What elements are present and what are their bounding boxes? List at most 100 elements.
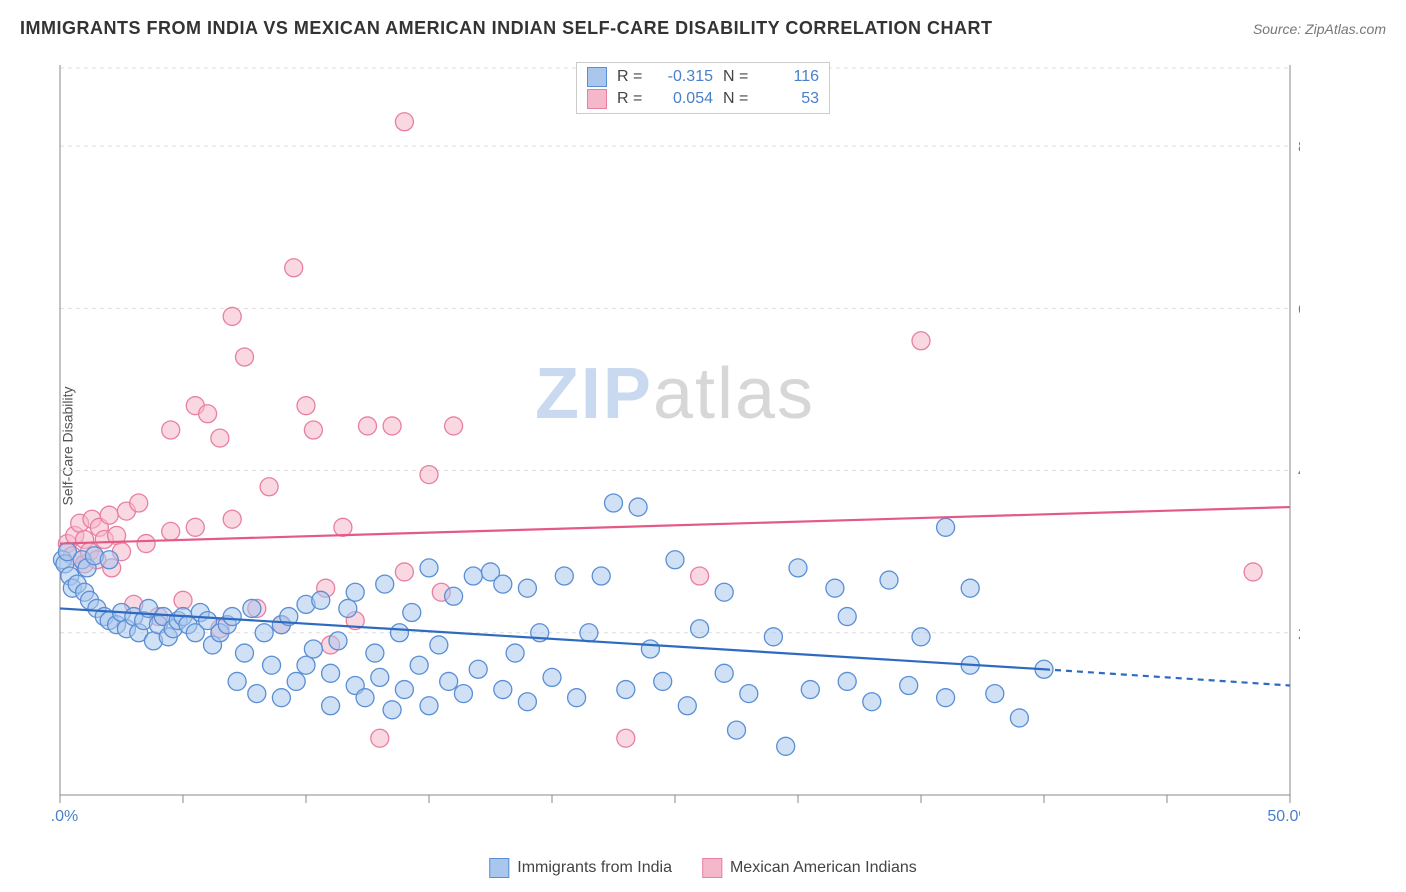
scatter-point bbox=[199, 405, 217, 423]
scatter-point bbox=[469, 660, 487, 678]
scatter-point bbox=[248, 685, 266, 703]
scatter-point bbox=[236, 348, 254, 366]
r-label: R = bbox=[617, 68, 651, 86]
scatter-point bbox=[986, 685, 1004, 703]
scatter-point bbox=[312, 591, 330, 609]
n-label: N = bbox=[723, 68, 757, 86]
scatter-point bbox=[666, 551, 684, 569]
scatter-point bbox=[420, 559, 438, 577]
scatter-point bbox=[346, 583, 364, 601]
r-label: R = bbox=[617, 90, 651, 108]
scatter-point bbox=[383, 417, 401, 435]
scatter-point bbox=[236, 644, 254, 662]
scatter-point bbox=[174, 591, 192, 609]
scatter-point bbox=[383, 701, 401, 719]
scatter-point bbox=[403, 604, 421, 622]
scatter-point bbox=[223, 510, 241, 528]
scatter-point bbox=[243, 599, 261, 617]
scatter-point bbox=[789, 559, 807, 577]
scatter-point bbox=[228, 672, 246, 690]
scatter-point bbox=[366, 644, 384, 662]
svg-text:6.0%: 6.0% bbox=[1298, 301, 1300, 318]
scatter-point bbox=[454, 685, 472, 703]
chart-title: IMMIGRANTS FROM INDIA VS MEXICAN AMERICA… bbox=[20, 18, 993, 39]
scatter-point bbox=[339, 599, 357, 617]
scatter-point bbox=[580, 624, 598, 642]
legend-swatch bbox=[489, 858, 509, 878]
legend-item: Immigrants from India bbox=[489, 858, 672, 878]
scatter-point bbox=[410, 656, 428, 674]
legend-label: Immigrants from India bbox=[517, 859, 672, 877]
r-value: -0.315 bbox=[661, 68, 713, 86]
svg-text:2.0%: 2.0% bbox=[1298, 626, 1300, 643]
scatter-point bbox=[287, 672, 305, 690]
scatter-point bbox=[691, 620, 709, 638]
scatter-point bbox=[912, 332, 930, 350]
scatter-point bbox=[617, 681, 635, 699]
scatter-point bbox=[390, 624, 408, 642]
scatter-point bbox=[263, 656, 281, 674]
scatter-point bbox=[100, 506, 118, 524]
scatter-point bbox=[464, 567, 482, 585]
n-label: N = bbox=[723, 90, 757, 108]
scatter-point bbox=[826, 579, 844, 597]
n-value: 53 bbox=[767, 90, 819, 108]
legend-row: R = -0.315 N = 116 bbox=[587, 67, 819, 87]
scatter-point bbox=[838, 672, 856, 690]
scatter-point bbox=[371, 668, 389, 686]
scatter-point bbox=[440, 672, 458, 690]
scatter-point bbox=[255, 624, 273, 642]
scatter-point bbox=[838, 608, 856, 626]
trend-line-dashed bbox=[1044, 669, 1290, 685]
legend-label: Mexican American Indians bbox=[730, 859, 917, 877]
legend-swatch bbox=[587, 67, 607, 87]
scatter-point bbox=[568, 689, 586, 707]
svg-text:0.0%: 0.0% bbox=[50, 808, 78, 825]
scatter-point bbox=[543, 668, 561, 686]
scatter-point bbox=[304, 640, 322, 658]
scatter-point bbox=[764, 628, 782, 646]
svg-text:4.0%: 4.0% bbox=[1298, 464, 1300, 481]
scatter-point bbox=[334, 518, 352, 536]
scatter-point bbox=[555, 567, 573, 585]
scatter-point bbox=[137, 535, 155, 553]
scatter-point bbox=[272, 689, 290, 707]
scatter-point bbox=[1010, 709, 1028, 727]
plot-area: 2.0%4.0%6.0%8.0%0.0%50.0% ZIPatlas bbox=[50, 55, 1300, 825]
series-legend: Immigrants from India Mexican American In… bbox=[489, 858, 916, 878]
scatter-point bbox=[304, 421, 322, 439]
scatter-point bbox=[937, 689, 955, 707]
scatter-point bbox=[777, 737, 795, 755]
scatter-point bbox=[863, 693, 881, 711]
scatter-point bbox=[691, 567, 709, 585]
scatter-point bbox=[285, 259, 303, 277]
scatter-point bbox=[162, 421, 180, 439]
scatter-point bbox=[629, 498, 647, 516]
scatter-point bbox=[506, 644, 524, 662]
scatter-point bbox=[728, 721, 746, 739]
scatter-point bbox=[445, 417, 463, 435]
scatter-point bbox=[715, 583, 733, 601]
scatter-point bbox=[223, 307, 241, 325]
scatter-point bbox=[420, 466, 438, 484]
svg-text:50.0%: 50.0% bbox=[1267, 808, 1300, 825]
scatter-point bbox=[494, 575, 512, 593]
scatter-point bbox=[322, 664, 340, 682]
source-label: Source: ZipAtlas.com bbox=[1253, 21, 1386, 37]
scatter-point bbox=[605, 494, 623, 512]
legend-row: R =0.054N =53 bbox=[587, 89, 819, 109]
scatter-point bbox=[371, 729, 389, 747]
scatter-point bbox=[211, 429, 229, 447]
n-value: 116 bbox=[767, 68, 819, 86]
scatter-point bbox=[1244, 563, 1262, 581]
scatter-point bbox=[186, 518, 204, 536]
scatter-point bbox=[329, 632, 347, 650]
scatter-point bbox=[641, 640, 659, 658]
scatter-point bbox=[518, 693, 536, 711]
scatter-point bbox=[260, 478, 278, 496]
scatter-point bbox=[801, 681, 819, 699]
scatter-point bbox=[937, 518, 955, 536]
correlation-legend: R =-0.315N =116R =0.054N =53 bbox=[576, 62, 830, 114]
scatter-point bbox=[359, 417, 377, 435]
scatter-point bbox=[420, 697, 438, 715]
